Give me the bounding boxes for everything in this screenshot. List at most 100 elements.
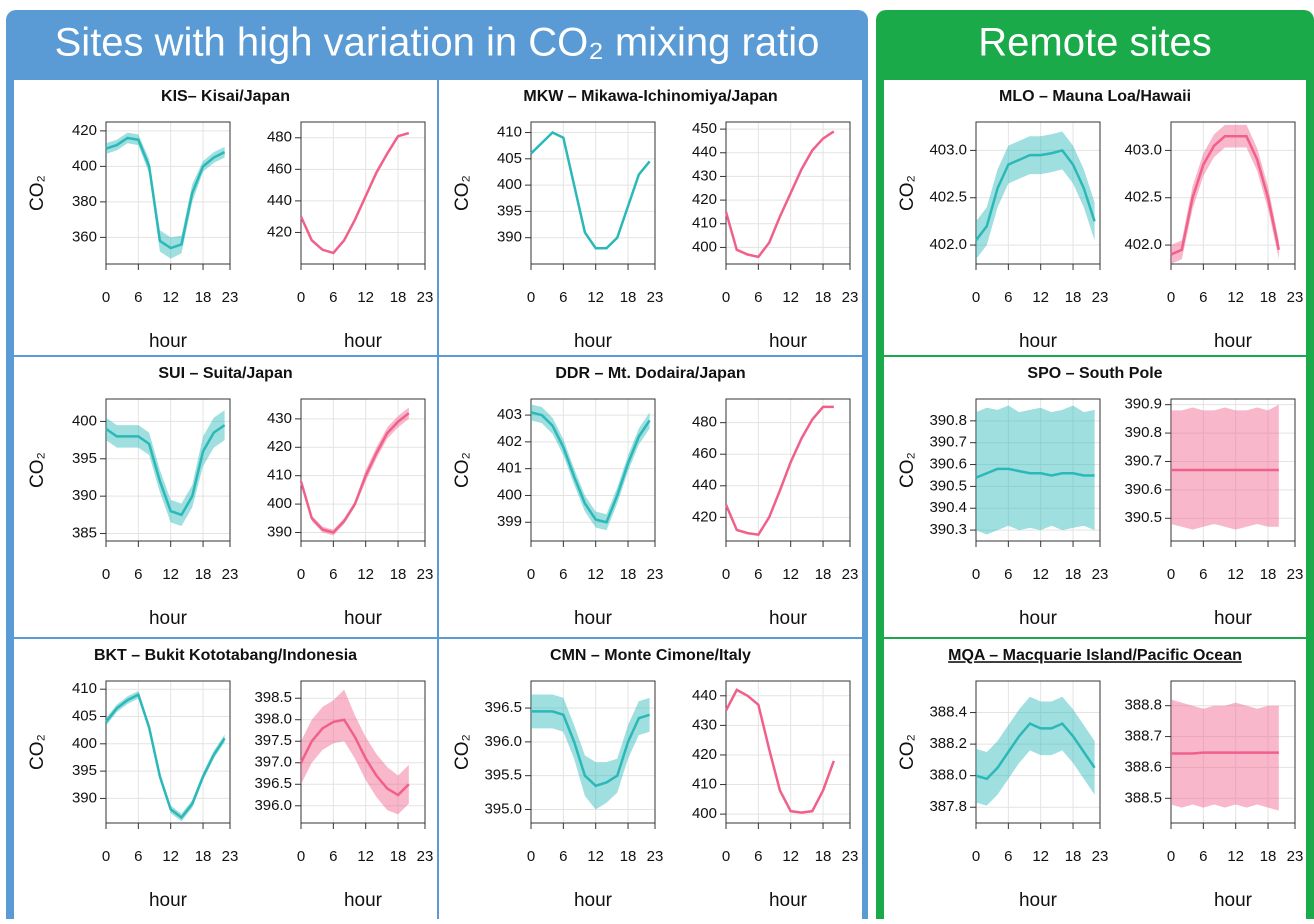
y-tick-label: 390.7 bbox=[929, 434, 967, 451]
plot-frame bbox=[1170, 121, 1296, 265]
y-tick-label: 395.0 bbox=[484, 800, 522, 817]
y-tick-label: 410 bbox=[692, 215, 717, 232]
y-tick-label: 399 bbox=[497, 513, 522, 530]
x-tick-label: 6 bbox=[754, 566, 762, 583]
x-tick-label: 23 bbox=[1287, 848, 1304, 865]
x-tick-label: 18 bbox=[815, 289, 832, 306]
x-tick-label: 23 bbox=[417, 848, 434, 865]
x-tick-label: 23 bbox=[647, 289, 664, 306]
x-tick-label: 18 bbox=[1065, 848, 1082, 865]
y-tick-label: 440 bbox=[267, 192, 292, 209]
x-tick-label: 6 bbox=[1199, 289, 1207, 306]
plot-frame bbox=[975, 121, 1101, 265]
x-tick-label: 23 bbox=[1287, 566, 1304, 583]
band bbox=[1171, 699, 1279, 811]
y-axis-label: CO₂ bbox=[452, 175, 473, 211]
y-tick-label: 390 bbox=[267, 523, 292, 540]
x-tick-label: 18 bbox=[815, 848, 832, 865]
y-tick-label: 398.5 bbox=[254, 689, 292, 706]
y-axis-label: CO₂ bbox=[27, 452, 48, 488]
plot-frame bbox=[975, 680, 1101, 824]
line bbox=[975, 722, 1096, 781]
panel bbox=[884, 80, 1306, 355]
plot-frame bbox=[725, 398, 851, 542]
band bbox=[976, 405, 1095, 535]
band bbox=[106, 410, 225, 527]
x-tick-label: 6 bbox=[559, 848, 567, 865]
y-tick-label: 390.9 bbox=[1124, 396, 1162, 413]
band bbox=[531, 694, 650, 810]
x-tick-label: 12 bbox=[162, 848, 179, 865]
x-tick-label: 12 bbox=[357, 848, 374, 865]
x-tick-label: 23 bbox=[1287, 289, 1304, 306]
x-tick-label: 6 bbox=[329, 848, 337, 865]
plot-frame bbox=[105, 680, 231, 824]
x-tick-label: 12 bbox=[782, 566, 799, 583]
x-axis-label: hour bbox=[574, 890, 613, 911]
line bbox=[975, 148, 1096, 242]
y-tick-label: 402 bbox=[497, 433, 522, 450]
x-tick-label: 0 bbox=[1167, 848, 1175, 865]
x-tick-label: 6 bbox=[1004, 848, 1012, 865]
panel-title: MLO – Mauna Loa/Hawaii bbox=[999, 88, 1191, 105]
line bbox=[531, 710, 650, 788]
x-tick-label: 18 bbox=[195, 289, 212, 306]
x-tick-label: 0 bbox=[527, 289, 535, 306]
x-tick-label: 18 bbox=[815, 566, 832, 583]
x-tick-label: 0 bbox=[972, 848, 980, 865]
y-tick-label: 405 bbox=[72, 707, 97, 724]
x-tick-label: 12 bbox=[162, 566, 179, 583]
x-axis-label: hour bbox=[1019, 890, 1058, 911]
panel-title: DDR – Mt. Dodaira/Japan bbox=[555, 365, 745, 382]
band bbox=[1171, 404, 1279, 530]
plot-frame bbox=[530, 680, 656, 824]
x-tick-label: 12 bbox=[587, 289, 604, 306]
x-tick-label: 0 bbox=[722, 289, 730, 306]
y-tick-label: 395 bbox=[72, 450, 97, 467]
y-tick-label: 400 bbox=[497, 486, 522, 503]
y-axis-label: CO₂ bbox=[452, 452, 473, 488]
line bbox=[530, 131, 651, 250]
y-tick-label: 390.6 bbox=[929, 456, 967, 473]
section-title: Remote sites bbox=[978, 21, 1211, 65]
x-tick-label: 18 bbox=[620, 566, 637, 583]
x-tick-label: 0 bbox=[972, 289, 980, 306]
y-tick-label: 403 bbox=[497, 406, 522, 423]
y-tick-label: 387.8 bbox=[929, 798, 967, 815]
plot-frame bbox=[300, 680, 426, 824]
y-tick-label: 402.5 bbox=[929, 189, 967, 206]
x-axis-label: hour bbox=[769, 331, 808, 352]
plot-frame bbox=[105, 121, 231, 265]
x-tick-label: 6 bbox=[1004, 289, 1012, 306]
x-tick-label: 0 bbox=[527, 848, 535, 865]
y-tick-label: 405 bbox=[497, 150, 522, 167]
plot-frame bbox=[105, 398, 231, 542]
y-axis-label: CO₂ bbox=[27, 734, 48, 770]
y-tick-label: 420 bbox=[72, 122, 97, 139]
y-axis-label: CO₂ bbox=[897, 175, 918, 211]
x-axis-label: hour bbox=[344, 608, 383, 629]
y-tick-label: 388.0 bbox=[929, 767, 967, 784]
line bbox=[299, 131, 410, 255]
y-tick-label: 403.0 bbox=[929, 141, 967, 158]
panel-title: MKW – Mikawa-Ichinomiya/Japan bbox=[523, 88, 777, 105]
y-tick-label: 400 bbox=[692, 238, 717, 255]
y-tick-label: 420 bbox=[267, 438, 292, 455]
x-tick-label: 0 bbox=[1167, 289, 1175, 306]
y-tick-label: 420 bbox=[692, 746, 717, 763]
line bbox=[724, 405, 834, 537]
line bbox=[724, 130, 835, 259]
x-tick-label: 18 bbox=[620, 848, 637, 865]
x-tick-label: 0 bbox=[102, 848, 110, 865]
panel-title: KIS– Kisai/Japan bbox=[161, 88, 290, 105]
x-tick-label: 0 bbox=[1167, 566, 1175, 583]
y-tick-label: 390.3 bbox=[929, 521, 967, 538]
x-tick-label: 6 bbox=[1004, 566, 1012, 583]
x-tick-label: 23 bbox=[1092, 848, 1109, 865]
y-tick-label: 388.5 bbox=[1124, 789, 1162, 806]
y-tick-label: 400 bbox=[692, 805, 717, 822]
x-tick-label: 12 bbox=[357, 566, 374, 583]
y-tick-label: 390 bbox=[72, 789, 97, 806]
x-tick-label: 18 bbox=[1260, 289, 1277, 306]
x-tick-label: 18 bbox=[195, 566, 212, 583]
